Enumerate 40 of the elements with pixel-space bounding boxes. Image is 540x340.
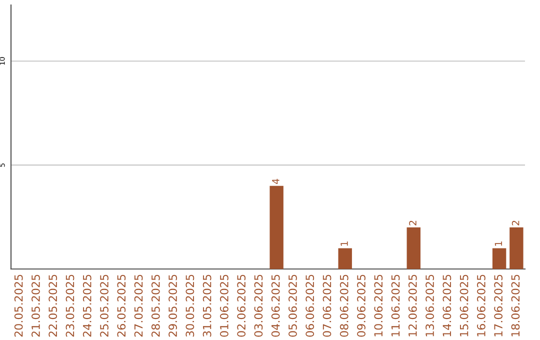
bar [492, 248, 506, 269]
x-tick-label: 29.05.2025 [168, 274, 177, 337]
x-tick-label: 31.05.2025 [202, 274, 212, 337]
bar [406, 227, 420, 269]
x-tick-label: 13.06.2025 [426, 274, 434, 336]
x-tick-label: 26.05.2025 [117, 274, 126, 337]
x-tick-label: 11.06.2025 [391, 274, 400, 336]
x-tick-label: 05.06.2025 [288, 274, 297, 337]
x-tick-label: 20.05.2025 [14, 274, 23, 337]
x-tick-label: 04.06.2025 [271, 274, 280, 337]
x-tick-label: 25.05.2025 [100, 274, 108, 337]
x-tick-label: 14.06.2025 [442, 274, 452, 336]
x-tick-label: 12.06.2025 [408, 274, 417, 336]
x-tick-label: 18.06.2025 [511, 274, 520, 336]
x-tick-label: 01.06.2025 [220, 274, 228, 337]
x-tick-label: 08.06.2025 [340, 274, 348, 337]
bar [270, 186, 284, 269]
x-tick-label: 21.05.2025 [32, 274, 40, 337]
x-tick-label: 28.05.2025 [151, 274, 160, 337]
bar [338, 248, 352, 269]
x-tick-label: 17.06.2025 [494, 274, 503, 336]
x-tick-label: 15.06.2025 [460, 274, 468, 336]
data-label: 4 [272, 178, 280, 184]
bar [510, 227, 524, 269]
x-tick-label: 06.06.2025 [306, 274, 314, 337]
x-tick-label: 23.05.2025 [66, 274, 74, 337]
x-tick-label: 24.05.2025 [82, 274, 92, 337]
data-label: 2 [409, 220, 416, 226]
x-tick-label: 16.06.2025 [476, 274, 486, 336]
x-tick-label: 02.06.2025 [237, 274, 246, 337]
data-label: 1 [340, 242, 348, 246]
data-label: 2 [512, 220, 520, 226]
x-tick-label: 22.05.2025 [48, 274, 58, 337]
x-tick-label: 10.06.2025 [374, 274, 383, 336]
x-tick-label: 27.05.2025 [134, 274, 143, 337]
x-tick-label: 30.05.2025 [186, 274, 194, 337]
x-tick-label: 09.06.2025 [357, 274, 366, 337]
data-label: 1 [494, 242, 502, 246]
x-tick-label: 07.06.2025 [322, 274, 332, 337]
x-tick-label: 03.06.2025 [254, 274, 263, 337]
